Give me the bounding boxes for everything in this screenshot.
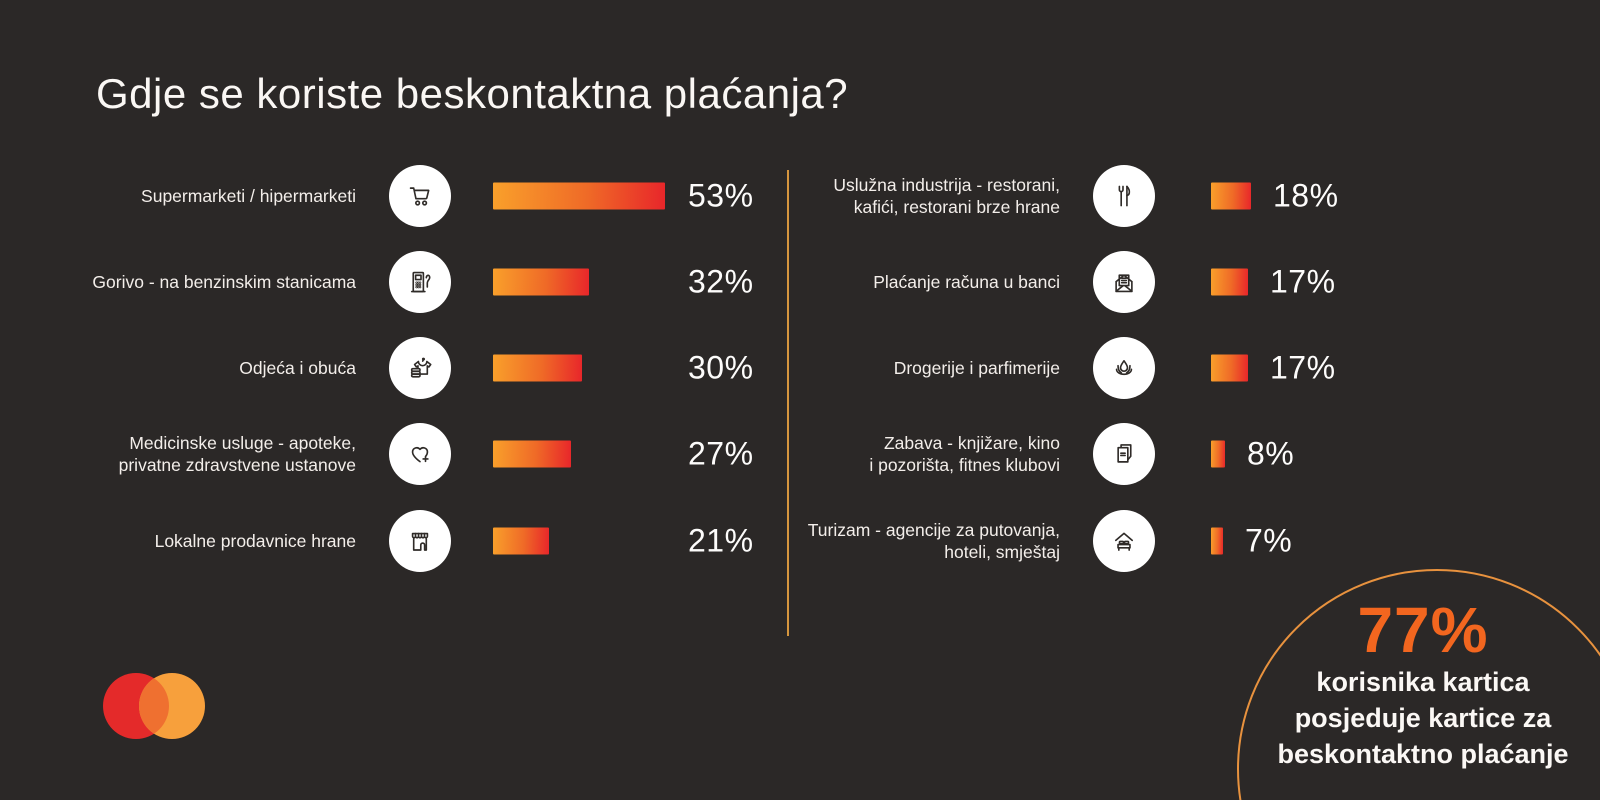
- lotus-icon: [1093, 337, 1155, 399]
- percent-value: 30%: [688, 349, 754, 386]
- column-divider: [787, 170, 789, 636]
- percent-value: 7%: [1245, 522, 1293, 559]
- category-label: Lokalne prodavnice hrane: [154, 531, 356, 551]
- clothing-icon: [389, 337, 451, 399]
- page-title: Gdje se koriste beskontaktna plaćanja?: [96, 70, 849, 117]
- percent-value: 53%: [688, 177, 754, 214]
- table-row: Medicinske usluge - apoteke, privatne zd…: [0, 411, 1600, 497]
- category-label: Odjeća i obuća: [239, 358, 356, 378]
- bar: [1211, 182, 1251, 210]
- books-icon: [1093, 423, 1155, 485]
- bar: [493, 440, 571, 468]
- bar: [493, 182, 665, 210]
- highlight-line: korisnika kartica: [1316, 667, 1530, 697]
- highlight-text: 77% korisnika kartica posjeduje kartice …: [1243, 596, 1600, 772]
- table-row: Turizam - agencije za putovanja, hoteli,…: [0, 498, 1600, 584]
- category-label: Uslužna industrija - restorani, kafići, …: [833, 175, 1060, 217]
- table-row: Gorivo - na benzinskim stanicama 32%: [0, 239, 1600, 325]
- highlight-value: 77%: [1357, 594, 1489, 666]
- fuel-pump-icon: [389, 251, 451, 313]
- table-row: Lokalne prodavnice hrane 21%: [0, 498, 1600, 584]
- percent-value: 17%: [1270, 349, 1336, 386]
- table-row: Odjeća i obuća 30%: [0, 325, 1600, 411]
- category-label: Turizam - agencije za putovanja, hoteli,…: [807, 520, 1060, 562]
- table-row: Zabava - knjižare, kino i pozorišta, fit…: [0, 411, 1600, 497]
- percent-value: 27%: [688, 435, 754, 472]
- category-label: Zabava - knjižare, kino i pozorišta, fit…: [869, 433, 1060, 475]
- percent-value: 17%: [1270, 263, 1336, 300]
- percent-value: 18%: [1273, 177, 1339, 214]
- bar: [493, 268, 589, 296]
- bar: [493, 527, 549, 555]
- storefront-icon: [389, 510, 451, 572]
- table-row: Supermarketi / hipermarketi 53%: [0, 153, 1600, 239]
- medical-heart-icon: [389, 423, 451, 485]
- table-row: Uslužna industrija - restorani, kafići, …: [0, 153, 1600, 239]
- category-label: Plaćanje računa u banci: [873, 272, 1060, 292]
- hotel-bed-icon: [1093, 510, 1155, 572]
- category-label: Gorivo - na benzinskim stanicama: [92, 272, 356, 292]
- percent-value: 21%: [688, 522, 754, 559]
- category-label: Medicinske usluge - apoteke, privatne zd…: [118, 433, 356, 475]
- envelope-bill-icon: [1093, 251, 1155, 313]
- category-label: Drogerije i parfimerije: [893, 358, 1060, 378]
- bar: [493, 354, 582, 382]
- percent-value: 8%: [1247, 435, 1295, 472]
- table-row: Plaćanje računa u banci 17%: [0, 239, 1600, 325]
- highlight-line: beskontaktno plaćanje: [1277, 739, 1569, 769]
- fork-knife-icon: [1093, 165, 1155, 227]
- shopping-cart-icon: [389, 165, 451, 227]
- category-label: Supermarketi / hipermarketi: [141, 186, 356, 206]
- percent-value: 32%: [688, 263, 754, 300]
- bar: [1211, 354, 1248, 382]
- mastercard-logo: [103, 673, 205, 739]
- bar: [1211, 527, 1223, 555]
- bar: [1211, 440, 1225, 468]
- bar: [1211, 268, 1248, 296]
- table-row: Drogerije i parfimerije 17%: [0, 325, 1600, 411]
- highlight-line: posjeduje kartice za: [1294, 703, 1552, 733]
